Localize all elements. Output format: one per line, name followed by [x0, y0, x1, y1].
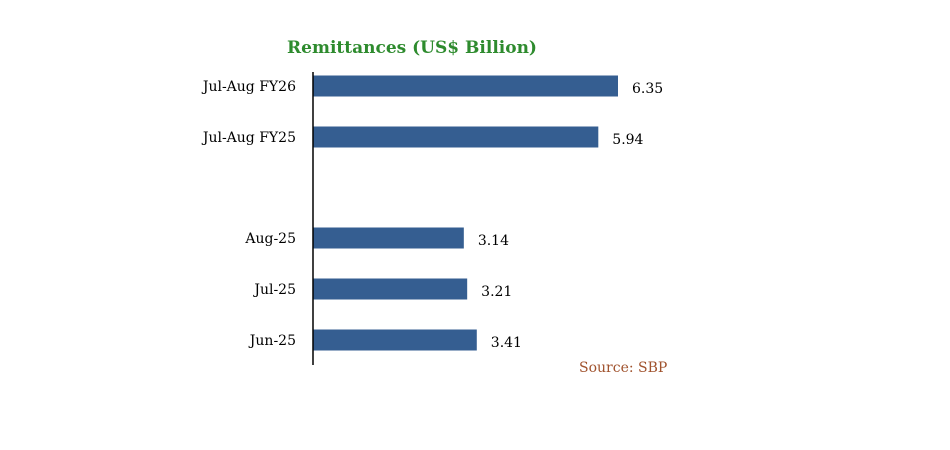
value-label-4: 3.41 — [491, 335, 522, 351]
value-label-0: 6.35 — [632, 81, 663, 97]
value-label-3: 3.21 — [481, 284, 512, 300]
chart-title: Remittances (US$ Billion) — [287, 38, 537, 58]
bar-3 — [313, 278, 468, 300]
bar-4 — [313, 329, 477, 351]
category-label-1: Jul-Aug FY25 — [201, 130, 296, 146]
category-label-4: Jun-25 — [248, 333, 296, 349]
category-label-2: Aug-25 — [244, 231, 296, 247]
bar-0 — [313, 75, 618, 97]
bar-2 — [313, 227, 464, 249]
value-label-1: 5.94 — [612, 132, 643, 148]
bar-1 — [313, 126, 599, 148]
category-label-0: Jul-Aug FY26 — [201, 79, 296, 95]
value-label-2: 3.14 — [478, 233, 509, 249]
bars-group: Jul-Aug FY26 6.35 Jul-Aug FY25 5.94 Aug-25 3.… — [201, 75, 663, 351]
category-label-3: Jul-25 — [252, 282, 296, 298]
source-note: Source: SBP — [579, 360, 667, 376]
